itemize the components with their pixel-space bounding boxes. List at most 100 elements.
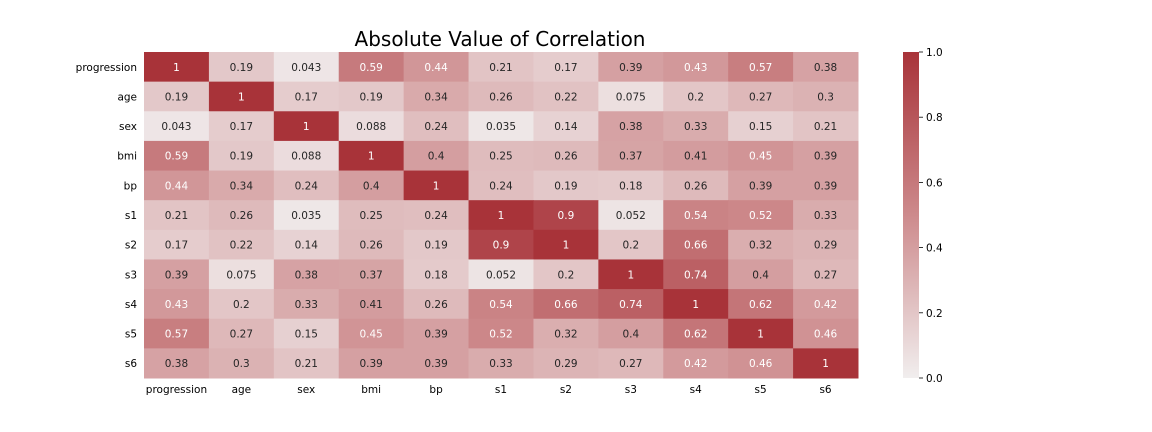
heatmap-cell [793,318,859,349]
heatmap-cell [728,200,794,231]
cell-value-label: 1 [238,91,245,103]
heatmap-cell [208,318,275,349]
cell-value-label: 1 [563,240,570,252]
cell-value-label: 1 [303,121,310,133]
heatmap-cell [208,200,275,231]
heatmap-cell [338,259,405,290]
heatmap-cell [598,348,664,379]
x-tick-labels: progression age sex bmi bp s1 s2 s3 s4 s5 s6 [146,384,832,396]
cell-value-label: 0.39 [814,151,837,163]
heatmap-cell [468,289,534,320]
cell-value-label: 0.39 [359,358,382,370]
x-tick-label: s6 [819,384,831,396]
cell-value-label: 0.66 [684,240,708,252]
heatmap-cell [273,200,340,231]
heatmap-cell [338,348,405,379]
cell-value-label: 0.035 [291,210,321,222]
heatmap-cell [533,140,599,172]
heatmap-cell [144,52,210,83]
heatmap-cell [338,111,405,142]
cell-value-label: 0.26 [424,299,448,311]
heatmap-cell [663,318,729,349]
cell-value-label: 0.74 [684,269,708,281]
heatmap-cell [144,348,210,379]
cell-value-label: 0.43 [165,299,188,311]
cell-value-label: 0.26 [489,91,513,103]
cell-value-label: 0.38 [295,269,318,281]
heatmap-cell [533,289,599,320]
cell-value-label: 0.43 [684,62,707,74]
y-tick-label: bmi [117,151,137,163]
heatmap-cell [468,229,534,260]
heatmap-cell [663,259,729,290]
heatmap-cell [468,111,534,142]
cell-value-label: 0.57 [165,329,188,341]
heatmap-cell [403,52,470,83]
cell-value-label: 0.62 [684,329,707,341]
cell-value-label: 0.043 [161,121,191,133]
cell-value-label: 0.15 [295,329,318,341]
cell-value-label: 0.62 [749,299,772,311]
cell-value-label: 0.9 [493,240,510,252]
heatmap-cell [533,348,599,379]
cell-value-label: 0.19 [230,62,253,74]
cell-value-label: 0.052 [616,210,646,222]
cell-value-label: 0.17 [230,121,253,133]
heatmap-cell [663,289,729,320]
cell-value-label: 0.59 [359,62,382,74]
heatmap-cell [598,81,664,112]
cell-value-label: 0.39 [814,180,837,192]
cell-value-label: 1 [822,358,829,370]
heatmap-cell [273,52,340,83]
heatmap-cell [338,229,405,260]
cell-value-label: 0.075 [226,269,256,281]
cell-value-label: 0.25 [359,210,382,222]
heatmap-cell [533,81,599,112]
heatmap-cell [793,348,859,379]
x-tick-label: s5 [755,384,767,396]
heatmap-cell [663,81,729,112]
heatmap-cell [144,200,210,231]
heatmap-cell [728,259,794,290]
heatmap-cell [338,170,405,201]
cell-value-label: 0.54 [489,299,513,311]
cell-value-label: 0.66 [554,299,578,311]
heatmap-cell [403,170,470,201]
x-tick-label: progression [146,384,207,396]
heatmap-cell [144,289,210,320]
cell-value-label: 0.26 [684,180,708,192]
cell-value-label: 1 [433,180,440,192]
cell-value-label: 0.052 [486,269,516,281]
cell-value-label: 0.043 [291,62,321,74]
cell-value-label: 0.26 [554,151,578,163]
heatmap-cell [598,289,664,320]
heatmap-cell [338,52,405,83]
x-tick-label: sex [297,384,315,396]
heatmap-cell [663,170,729,201]
cell-value-label: 0.39 [619,62,642,74]
heatmap-cell [598,200,664,231]
heatmap-cell [793,200,859,231]
heatmap-cell [144,81,210,112]
heatmap-cell [598,229,664,260]
heatmap-cell [208,140,275,172]
cell-value-label: 0.42 [814,299,837,311]
heatmap-cell [468,348,534,379]
cell-value-label: 0.4 [428,151,445,163]
cell-value-label: 0.2 [558,269,575,281]
heatmap-cell [468,170,534,201]
heatmap-cell [663,111,729,142]
heatmap-cell [598,259,664,290]
heatmap-cell [533,200,599,231]
cell-value-label: 0.27 [749,91,772,103]
cell-value-label: 0.45 [749,151,772,163]
cell-value-label: 0.32 [749,240,772,252]
heatmap-cell [728,229,794,260]
heatmap-cell [793,229,859,260]
cell-value-label: 0.2 [233,299,250,311]
heatmap-cell [403,140,470,172]
heatmap-cell [728,111,794,142]
cell-value-label: 0.21 [295,358,318,370]
cell-value-label: 0.24 [424,121,448,133]
cell-value-label: 0.24 [489,180,513,192]
